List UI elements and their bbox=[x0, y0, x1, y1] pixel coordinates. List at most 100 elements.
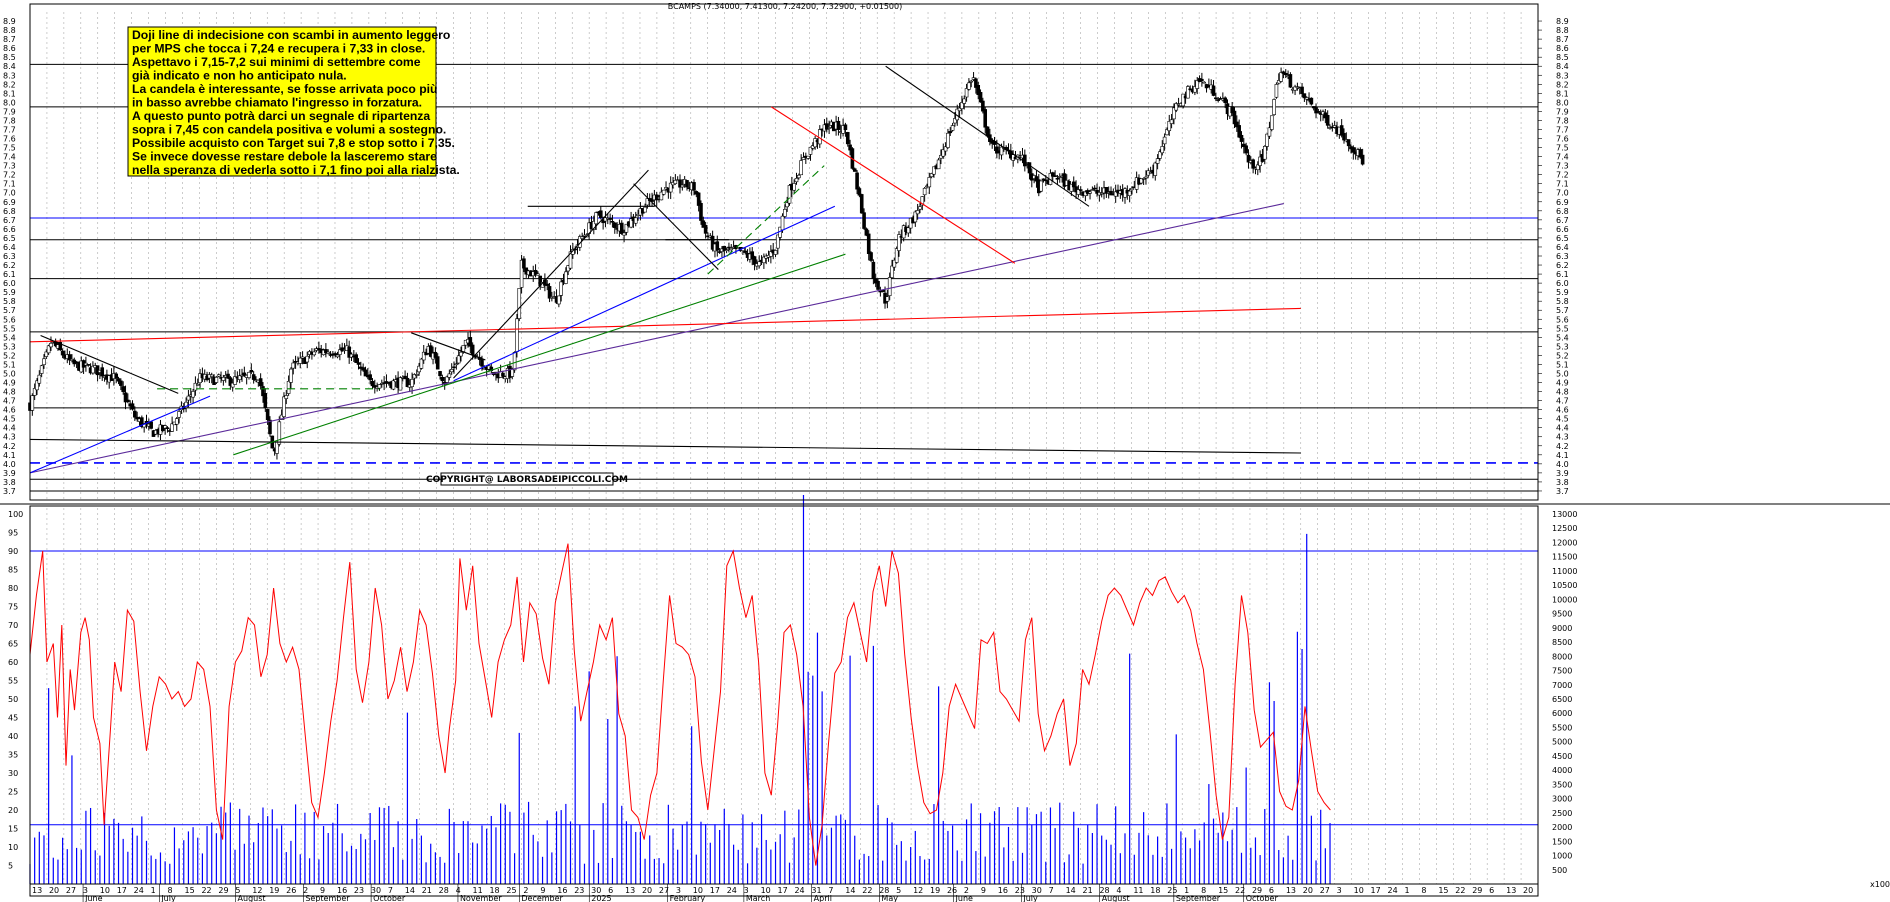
candle-body bbox=[696, 192, 701, 206]
candle-body bbox=[792, 183, 796, 191]
price-tick-right: 8.6 bbox=[1556, 44, 1569, 53]
y-tick-labels: 8.9 8.98.8 8.88.7 8.78.6 8.68.5 8.58.4 8.48.3 8… bbox=[3, 17, 1577, 875]
date-tick: 24 bbox=[1388, 886, 1398, 895]
volume-tick-right: 10500 bbox=[1552, 581, 1577, 590]
candle-body bbox=[501, 373, 505, 377]
date-tick: 6 bbox=[1489, 886, 1494, 895]
price-tick-right: 3.9 bbox=[1556, 469, 1569, 478]
candle-body bbox=[249, 369, 254, 373]
candle-body bbox=[1113, 191, 1118, 197]
volume-bars bbox=[29, 495, 1331, 884]
date-tick: 29 bbox=[1252, 886, 1262, 895]
candle-body bbox=[1050, 172, 1055, 177]
candle-body bbox=[284, 395, 289, 399]
candle-body bbox=[440, 376, 445, 382]
volume-tick-right: 1000 bbox=[1552, 852, 1572, 861]
candle-body bbox=[1276, 80, 1281, 84]
candle-body bbox=[983, 109, 988, 128]
price-tick-left: 6.3 bbox=[3, 252, 16, 261]
price-tick-right: 8.3 bbox=[1556, 71, 1569, 80]
copyright-frame bbox=[440, 472, 614, 486]
volume-tick-right: 13000 bbox=[1552, 510, 1577, 519]
candle-body bbox=[871, 261, 876, 279]
price-tick-left: 8.0 bbox=[3, 98, 16, 107]
candle-body bbox=[1092, 187, 1097, 190]
date-tick: 14 bbox=[1066, 886, 1076, 895]
axes bbox=[0, 3, 1890, 897]
volume-tick-right: 500 bbox=[1552, 866, 1567, 875]
month-label: September bbox=[305, 894, 350, 902]
candle-body bbox=[568, 251, 573, 269]
price-tick-right: 7.5 bbox=[1556, 144, 1569, 153]
oscillator-tick-left: 95 bbox=[8, 529, 18, 538]
candle-body bbox=[612, 222, 617, 228]
candle-body bbox=[783, 209, 787, 217]
volume-tick-right: 3500 bbox=[1552, 780, 1572, 789]
date-tick: 30 bbox=[371, 886, 381, 895]
date-tick: 21 bbox=[422, 886, 432, 895]
candle-body bbox=[629, 218, 633, 228]
price-tick-left: 6.7 bbox=[3, 216, 16, 225]
candle-body bbox=[461, 345, 466, 352]
date-tick: 20 bbox=[49, 886, 59, 895]
candle-body bbox=[859, 194, 864, 214]
price-tick-left: 8.5 bbox=[3, 53, 16, 62]
price-tick-left: 5.5 bbox=[3, 324, 16, 333]
volume-tick-right: 7000 bbox=[1552, 681, 1572, 690]
candle-body bbox=[1083, 191, 1088, 197]
price-tick-left: 7.2 bbox=[3, 171, 16, 180]
candle-body bbox=[1165, 129, 1169, 136]
volume-tick-right: 6000 bbox=[1552, 709, 1572, 718]
oscillator-tick-left: 10 bbox=[8, 843, 18, 852]
candle-body bbox=[209, 374, 214, 377]
candle-body bbox=[186, 395, 191, 401]
oscillator-tick-left: 55 bbox=[8, 677, 18, 686]
price-tick-right: 8.9 bbox=[1556, 17, 1569, 26]
candle-body bbox=[610, 220, 615, 223]
price-tick-left: 6.6 bbox=[3, 225, 16, 234]
date-tick: 2 bbox=[964, 886, 969, 895]
candle-body bbox=[417, 365, 421, 373]
candle-body bbox=[512, 352, 517, 371]
candle-body bbox=[922, 187, 927, 196]
candle-body bbox=[715, 241, 720, 251]
price-tick-left: 8.4 bbox=[3, 62, 16, 71]
price-tick-right: 8.2 bbox=[1556, 80, 1569, 89]
candle-body bbox=[806, 155, 810, 159]
candle-body bbox=[312, 351, 317, 356]
price-tick-right: 8.1 bbox=[1556, 89, 1569, 98]
volume-tick-right: 10000 bbox=[1552, 595, 1577, 604]
price-tick-right: 4.5 bbox=[1556, 415, 1569, 424]
price-tick-right: 5.1 bbox=[1556, 360, 1569, 369]
candle-body bbox=[116, 378, 121, 382]
date-tick: 28 bbox=[439, 886, 449, 895]
candle-body bbox=[58, 342, 63, 351]
candle-body bbox=[946, 132, 950, 148]
price-tick-right: 6.4 bbox=[1556, 243, 1569, 252]
candle-body bbox=[1109, 190, 1113, 196]
candle-body bbox=[1346, 139, 1351, 147]
candle-body bbox=[880, 290, 885, 292]
candle-body bbox=[414, 374, 419, 376]
candle-body bbox=[1172, 107, 1176, 120]
price-tick-right: 5.2 bbox=[1556, 351, 1569, 360]
price-tick-left: 5.3 bbox=[3, 342, 16, 351]
price-tick-right: 7.2 bbox=[1556, 171, 1569, 180]
candle-body bbox=[140, 417, 144, 427]
candle-body bbox=[845, 132, 850, 145]
price-tick-right: 6.3 bbox=[1556, 252, 1569, 261]
price-tick-left: 7.1 bbox=[3, 180, 16, 189]
candle-body bbox=[594, 212, 598, 225]
candle-body bbox=[1311, 106, 1316, 109]
date-tick: 20 bbox=[1303, 886, 1313, 895]
candle-body bbox=[510, 368, 515, 377]
candle-body bbox=[824, 123, 829, 130]
price-tick-right: 8.5 bbox=[1556, 53, 1569, 62]
month-label: May bbox=[881, 894, 898, 902]
annotation-box: Doji line di indecisione con scambi in a… bbox=[127, 26, 460, 177]
month-label: October bbox=[373, 894, 406, 902]
candle-body bbox=[338, 349, 342, 355]
candle-body bbox=[827, 127, 831, 129]
candle-body bbox=[964, 88, 969, 98]
